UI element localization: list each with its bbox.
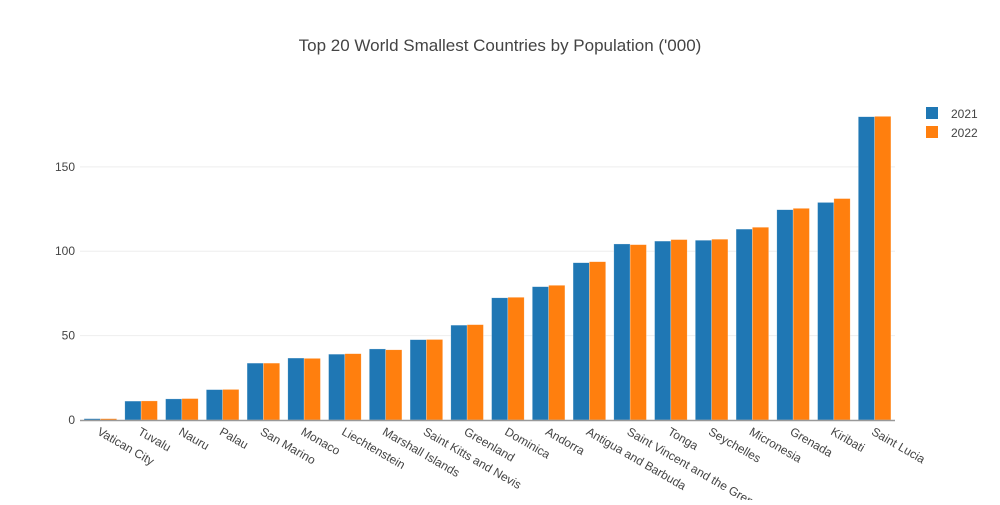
bar-2021-andorra[interactable] <box>532 286 549 421</box>
bar-2022-seychelles[interactable] <box>711 238 729 421</box>
bar-2022-saint-kitts-and-nevis[interactable] <box>426 339 443 421</box>
y-tick-label: 150 <box>55 160 75 174</box>
bar-2022-greenland[interactable] <box>466 324 484 421</box>
bar-2022-saint-vincent-and-the-grenadines[interactable] <box>629 244 647 421</box>
bar-2021-seychelles[interactable] <box>695 240 712 421</box>
bar-2021-micronesia[interactable] <box>735 228 753 421</box>
bar-2022-antigua-and-barbuda[interactable] <box>589 261 606 421</box>
bar-2021-dominica[interactable] <box>491 297 509 421</box>
x-tick-label: Palau <box>217 424 251 451</box>
x-tick-label: Kiribati <box>828 424 867 454</box>
bar-2022-tonga[interactable] <box>670 239 688 421</box>
legend-swatch-2022[interactable] <box>926 126 938 138</box>
legend-label-2022[interactable]: 2022 <box>951 126 978 140</box>
bar-2022-nauru[interactable] <box>181 398 199 421</box>
bar-2021-saint-vincent-and-the-grenadines[interactable] <box>613 243 631 421</box>
bar-2021-tuvalu[interactable] <box>124 400 142 421</box>
bar-2022-liechtenstein[interactable] <box>344 353 362 421</box>
x-tick-label: Nauru <box>176 424 211 452</box>
y-tick-label: 50 <box>62 329 76 343</box>
bar-2022-andorra[interactable] <box>548 285 566 421</box>
bar-2022-monaco[interactable] <box>303 358 321 421</box>
bar-2021-palau[interactable] <box>206 389 223 421</box>
bar-2021-saint-kitts-and-nevis[interactable] <box>409 339 427 421</box>
bar-2021-monaco[interactable] <box>287 357 305 421</box>
bar-2021-antigua-and-barbuda[interactable] <box>572 262 590 421</box>
bar-2022-saint-lucia[interactable] <box>874 116 892 421</box>
bar-2022-marshall-islands[interactable] <box>385 349 403 421</box>
bar-2021-nauru[interactable] <box>165 398 183 421</box>
bar-2021-san-marino[interactable] <box>246 362 264 421</box>
bar-2021-tonga[interactable] <box>654 240 672 421</box>
bar-2022-palau[interactable] <box>222 389 240 421</box>
bar-2022-tuvalu[interactable] <box>140 400 158 421</box>
bar-2022-grenada[interactable] <box>792 208 810 421</box>
legend-label-2021[interactable]: 2021 <box>951 107 978 121</box>
bar-2022-san-marino[interactable] <box>263 362 280 421</box>
bar-2021-greenland[interactable] <box>450 324 468 421</box>
bar-2022-kiribati[interactable] <box>833 198 851 421</box>
bar-2021-grenada[interactable] <box>776 209 794 421</box>
bar-2022-dominica[interactable] <box>507 297 525 421</box>
bar-2022-micronesia[interactable] <box>752 227 769 421</box>
y-tick-label: 0 <box>68 413 75 427</box>
chart-title: Top 20 World Smallest Countries by Popul… <box>299 36 702 55</box>
x-tick-label: Saint Lucia <box>869 424 928 466</box>
bar-2021-kiribati[interactable] <box>817 202 835 421</box>
bar-2021-liechtenstein[interactable] <box>328 353 346 421</box>
bar-2021-marshall-islands[interactable] <box>369 348 386 421</box>
bar-2021-saint-lucia[interactable] <box>858 116 875 421</box>
y-tick-label: 100 <box>55 244 75 258</box>
legend-swatch-2021[interactable] <box>926 107 938 119</box>
